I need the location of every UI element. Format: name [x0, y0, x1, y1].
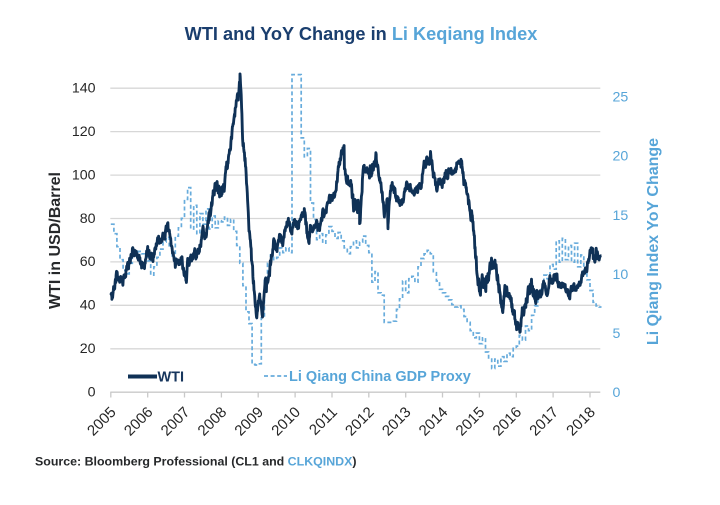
svg-text:0: 0 — [88, 385, 96, 401]
svg-text:20: 20 — [613, 149, 629, 165]
svg-text:WTI: WTI — [158, 370, 185, 386]
svg-text:15: 15 — [613, 208, 629, 224]
svg-text:0: 0 — [613, 385, 621, 401]
svg-text:40: 40 — [80, 298, 96, 314]
svg-text:WTI and YoY Change in Li Keqia: WTI and YoY Change in Li Keqiang Index — [185, 24, 538, 44]
svg-text:10: 10 — [613, 267, 629, 283]
svg-text:WTI in USD/Barrel: WTI in USD/Barrel — [47, 172, 64, 309]
svg-text:Source: Bloomberg Professional: Source: Bloomberg Professional (CL1 and … — [35, 455, 357, 469]
svg-text:20: 20 — [80, 341, 96, 357]
svg-text:5: 5 — [613, 326, 621, 342]
svg-text:140: 140 — [72, 81, 96, 97]
svg-text:100: 100 — [72, 167, 96, 183]
svg-text:60: 60 — [80, 254, 96, 270]
svg-text:Li Qiang Index YoY Change: Li Qiang Index YoY Change — [645, 138, 662, 345]
svg-text:25: 25 — [613, 90, 629, 106]
svg-text:Li Qiang China GDP Proxy: Li Qiang China GDP Proxy — [289, 369, 471, 385]
svg-text:80: 80 — [80, 211, 96, 227]
svg-text:120: 120 — [72, 124, 96, 140]
